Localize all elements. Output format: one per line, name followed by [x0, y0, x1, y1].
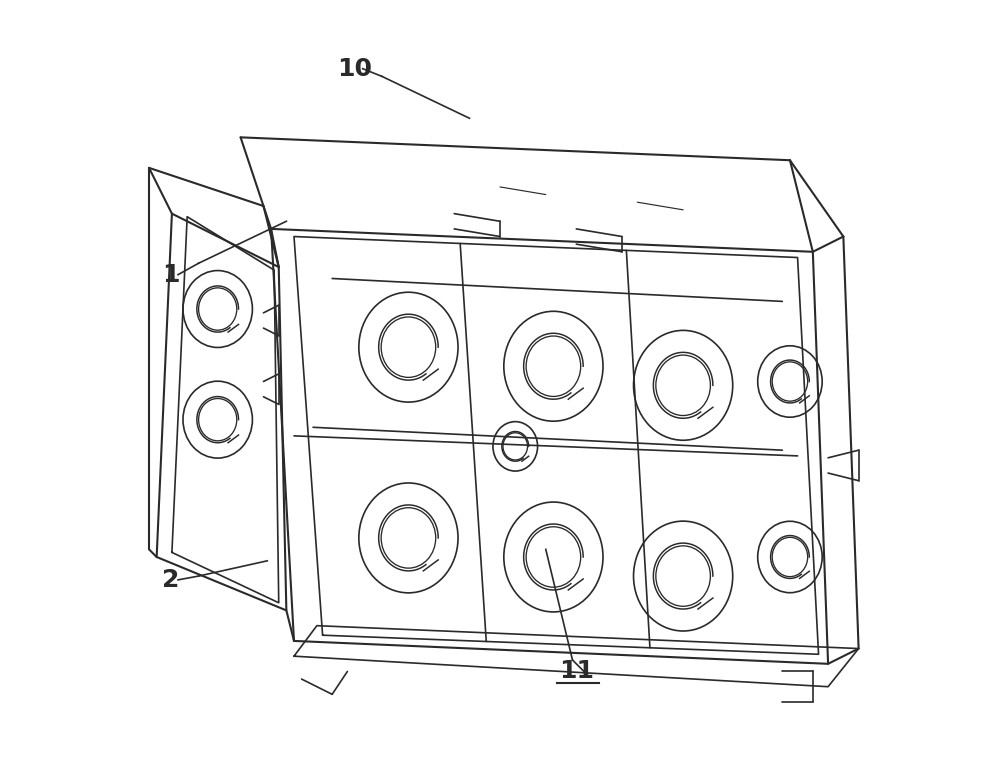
- Text: 11: 11: [559, 659, 594, 684]
- Text: 2: 2: [162, 568, 179, 592]
- Text: 10: 10: [338, 56, 373, 81]
- Text: 1: 1: [162, 262, 179, 287]
